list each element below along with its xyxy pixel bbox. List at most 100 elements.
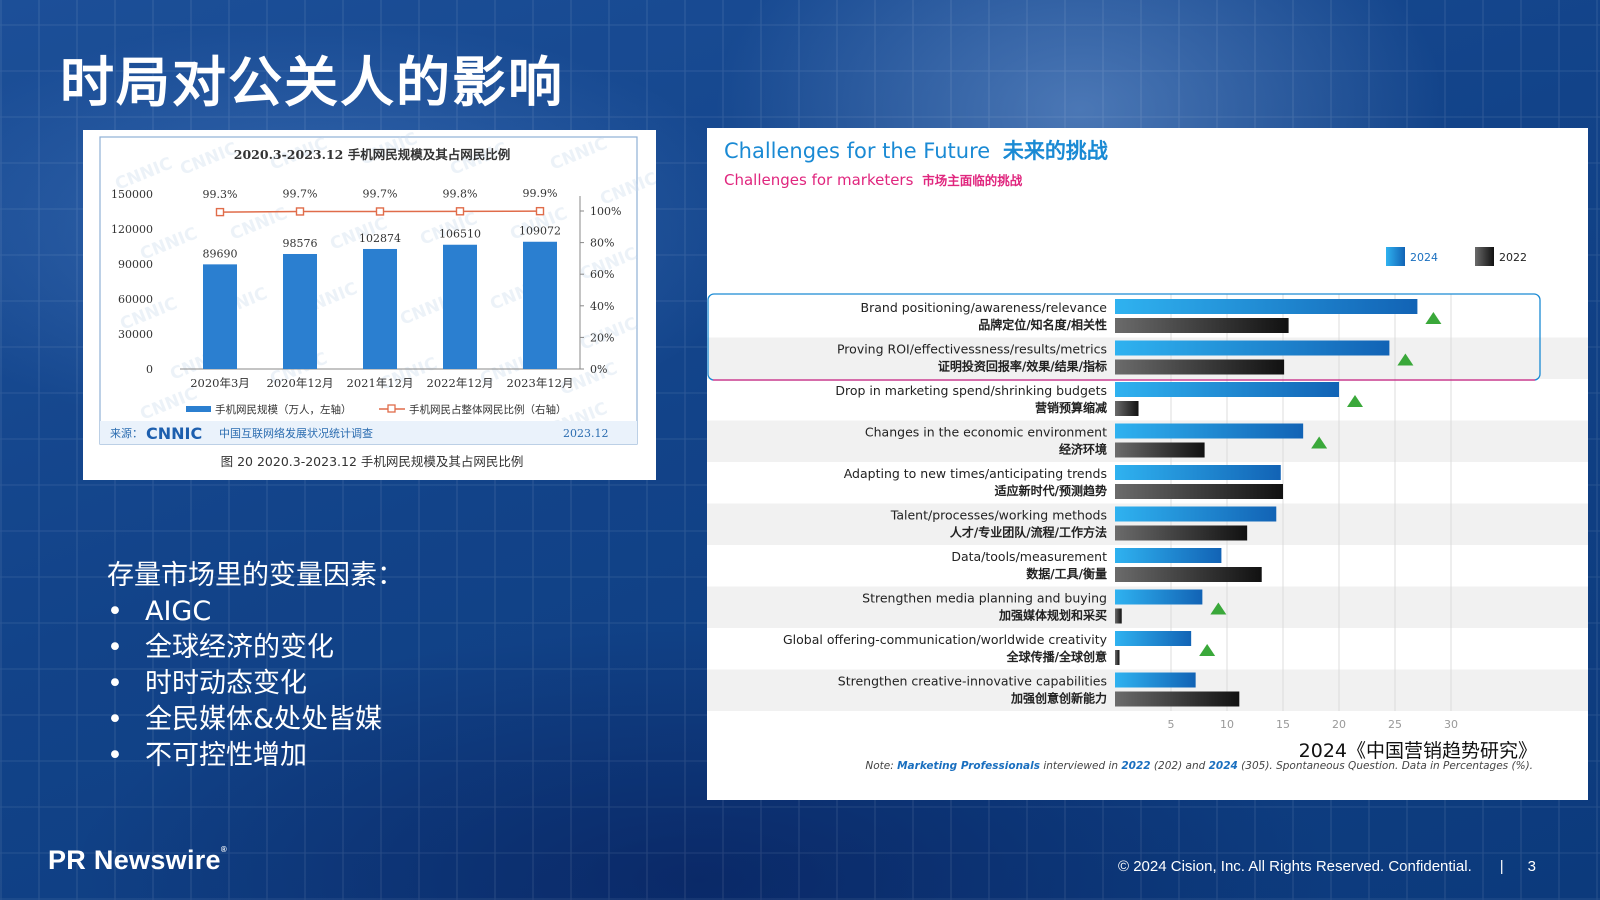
increase-triangle-marker — [1199, 644, 1216, 656]
bullet-text: AIGC — [145, 596, 212, 627]
cnnic-chart-image: CNNIC CNNIC CNNIC CNNIC CNNIC CNNIC CNNIC CNNIC… — [83, 129, 660, 480]
challenge-label-cn: 全球传播/全球创意 — [1006, 649, 1107, 664]
cnnic-legend-line-label: 手机网民占整体网民比例（右轴） — [409, 403, 567, 416]
bar-2024 — [1115, 506, 1277, 522]
challenge-label-en: Talent/processes/working methods — [890, 508, 1107, 523]
challenge-label-cn: 适应新时代/预测趋势 — [995, 483, 1107, 498]
bar-2024 — [1115, 465, 1281, 480]
bullet-item: • 时时动态变化 — [107, 666, 404, 702]
challenges-row-backgrounds — [707, 337, 1588, 711]
challenge-row: Data/tools/measurement 数据/工具/衡量 — [951, 548, 1262, 582]
copyright-text: © 2024 Cision, Inc. All Rights Reserved.… — [1118, 858, 1472, 875]
note-mid-2: (202) and — [1151, 760, 1209, 772]
cnnic-bar-label: 106510 — [439, 228, 481, 241]
bullet-text: 全球经济的变化 — [145, 632, 334, 663]
cnnic-y2-tick: 20% — [590, 331, 614, 344]
bar-2024 — [1115, 382, 1339, 397]
bullet-text: 不可控性增加 — [145, 740, 307, 771]
bar-2022 — [1115, 318, 1289, 333]
x-tick: 10 — [1220, 718, 1234, 731]
legend-2024-swatch — [1386, 247, 1405, 266]
cnnic-source-text: 中国互联网络发展状况统计调查 — [219, 426, 373, 440]
bar-2024 — [1115, 631, 1192, 646]
challenges-title-group: Challenges for the Future 未来的挑战 — [724, 139, 1108, 163]
x-tick: 30 — [1444, 718, 1458, 731]
cnnic-y-tick: 0 — [146, 363, 153, 376]
bullet-marker: • — [107, 740, 123, 771]
highlight-box — [707, 293, 1541, 381]
bar-2022 — [1115, 484, 1283, 499]
increase-triangle-marker — [1311, 436, 1328, 449]
bullet-list: • AIGC • 全球经济的变化 • 时时动态变化 • 全民媒体&处处皆媒 • 不可控性增加 — [107, 594, 404, 774]
challenges-subtitle: Challenges for marketers — [724, 171, 914, 189]
bar-2024 — [1115, 423, 1304, 439]
bar-2022 — [1115, 359, 1285, 375]
challenges-title-cn: 未来的挑战 — [1003, 139, 1108, 163]
cnnic-ratio-label: 99.9% — [523, 187, 558, 200]
cnnic-ratio-label: 99.3% — [203, 188, 238, 201]
bullet-marker: • — [107, 632, 123, 663]
note-highlight-2: 2022 — [1121, 760, 1150, 772]
challenge-label-cn: 证明投资回报率/效果/结果/指标 — [938, 359, 1107, 374]
challenge-row: Global offering-communication/worldwide … — [783, 631, 1216, 665]
bullet-marker: • — [107, 704, 123, 735]
source-title: 2024《中国营销趋势研究》 — [1299, 740, 1537, 762]
challenges-title: Challenges for the Future — [724, 139, 990, 163]
cnnic-chart: CNNIC CNNIC CNNIC CNNIC CNNIC CNNICCNNICCNNIC… — [99, 129, 660, 469]
bar-2022 — [1115, 691, 1240, 707]
challenges-x-axis: 5 10 15 20 25 30 — [1168, 718, 1459, 731]
cnnic-y-axis: 150000 120000 90000 60000 30000 0 — [111, 188, 153, 376]
chart-note: Note: Marketing Professionals interviewe… — [865, 760, 1533, 772]
cnnic-ratio-label: 99.7% — [283, 187, 318, 200]
challenge-row: Drop in marketing spend/shrinking budget… — [835, 382, 1363, 416]
challenge-label-cn: 数据/工具/衡量 — [1026, 566, 1107, 581]
challenge-row: Changes in the economic environment 经济环境 — [865, 423, 1328, 458]
bullet-marker: • — [107, 668, 123, 699]
bar-2024 — [1115, 340, 1390, 356]
cnnic-ratio-point — [375, 207, 385, 216]
cnnic-bar-label: 89690 — [203, 247, 238, 260]
cnnic-bar-label: 109072 — [519, 225, 561, 238]
pr-newswire-logo: PR Newswire® — [48, 845, 227, 876]
logo-registered-mark: ® — [220, 845, 228, 854]
cnnic-y-tick: 60000 — [118, 293, 153, 306]
challenge-label-en: Changes in the economic environment — [865, 425, 1107, 440]
challenge-label-en: Proving ROI/effectivessness/results/metr… — [837, 342, 1107, 357]
bullet-item: • AIGC — [107, 594, 404, 630]
cnnic-x-tick: 2023年12月 — [507, 376, 574, 390]
cnnic-y-tick: 30000 — [118, 328, 153, 341]
cnnic-bar — [443, 244, 477, 369]
cnnic-y2-axis: 100% 80% 60% 40% 20% 0% — [579, 196, 621, 376]
cnnic-ratio-point — [535, 206, 545, 216]
legend-2022-label: 2022 — [1499, 251, 1527, 264]
bar-2024 — [1115, 299, 1418, 314]
cnnic-bars: 89690 98576 102874 106510 109072 — [203, 225, 561, 369]
challenge-row: Proving ROI/effectivessness/results/metr… — [837, 340, 1414, 375]
cnnic-y-tick: 90000 — [118, 258, 153, 271]
cnnic-y2-tick: 80% — [590, 237, 614, 250]
bullet-list-block: 存量市场里的变量因素： • AIGC • 全球经济的变化 • 时时动态变化 • 全民媒体&处处… — [107, 558, 404, 774]
cnnic-ratio-label: 99.8% — [443, 187, 478, 200]
bullet-item: • 不可控性增加 — [107, 738, 404, 774]
cnnic-y2-tick: 100% — [590, 205, 621, 218]
challenge-row: Strengthen media planning and buying 加强媒体… — [862, 589, 1227, 624]
logo-text: PR Newswire — [48, 845, 221, 875]
footer-separator: | — [1499, 858, 1504, 875]
cnnic-figure-caption: 图 20 2020.3-2023.12 手机网民规模及其占网民比例 — [221, 454, 524, 469]
challenge-label-cn: 经济环境 — [1059, 442, 1107, 457]
note-mid-1: interviewed in — [1040, 760, 1121, 772]
bar-2024 — [1115, 589, 1203, 605]
x-tick: 15 — [1276, 718, 1290, 731]
cnnic-ratio-point — [295, 207, 305, 216]
note-highlight-3: 2024 — [1209, 760, 1238, 772]
challenge-label-en: Drop in marketing spend/shrinking budget… — [835, 383, 1107, 398]
cnnic-source-date: 2023.12 — [563, 427, 609, 440]
bullets-intro: 存量市场里的变量因素： — [107, 560, 404, 591]
bar-2024 — [1115, 548, 1222, 563]
page-number: 3 — [1527, 858, 1536, 875]
challenge-label-en: Strengthen creative-innovative capabilit… — [838, 674, 1107, 689]
note-suffix: (305). Spontaneous Question. Data in Per… — [1238, 760, 1533, 772]
x-tick: 20 — [1332, 718, 1346, 731]
challenge-label-en: Adapting to new times/anticipating trend… — [844, 466, 1107, 481]
cnnic-bar — [283, 253, 317, 369]
